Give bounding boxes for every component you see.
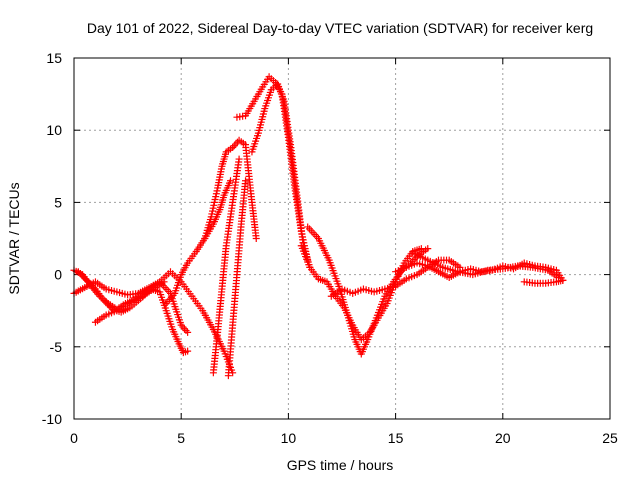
- data-point: [424, 245, 432, 253]
- series-sat-b: [70, 278, 192, 336]
- y-tick-label: -10: [42, 411, 62, 427]
- data-point: [242, 177, 250, 185]
- x-tick-label: 15: [388, 430, 404, 446]
- data-point: [105, 302, 113, 310]
- data-point: [86, 280, 94, 288]
- series-sat-o: [409, 249, 563, 281]
- series-sat-p: [520, 276, 567, 287]
- data-point: [78, 271, 86, 279]
- data-point: [90, 283, 98, 291]
- axis-ticks: 0 5 10 15 20 25 -10 -5 0 5 10 15: [42, 50, 618, 446]
- x-tick-label: 20: [495, 430, 511, 446]
- x-tick-label: 10: [281, 430, 297, 446]
- data-point: [184, 347, 192, 355]
- data-points: [70, 73, 567, 380]
- data-point: [230, 142, 238, 150]
- series-sat-g: [209, 155, 243, 377]
- data-point: [227, 177, 235, 185]
- data-point: [235, 155, 243, 163]
- data-point: [79, 273, 87, 281]
- data-point: [252, 235, 260, 242]
- x-tick-label: 25: [602, 430, 618, 446]
- data-point: [88, 282, 96, 290]
- x-tick-label: 5: [177, 430, 185, 446]
- data-point: [103, 300, 111, 308]
- plot-frame: [73, 57, 611, 420]
- data-point: [100, 297, 108, 305]
- y-tick-label: 15: [46, 50, 62, 66]
- data-point: [81, 275, 89, 283]
- data-point: [184, 328, 192, 336]
- y-tick-label: 0: [54, 267, 62, 283]
- data-point: [102, 298, 110, 306]
- data-point: [83, 276, 91, 284]
- data-point: [180, 325, 188, 333]
- data-point: [182, 327, 190, 335]
- data-point: [85, 278, 93, 286]
- chart-title: Day 101 of 2022, Sidereal Day-to-day VTE…: [87, 20, 593, 36]
- y-tick-label: 5: [54, 194, 62, 210]
- series-sat-i: [233, 73, 312, 264]
- series-sat-e: [162, 177, 235, 307]
- y-axis-label: SDTVAR / TECUs: [6, 182, 22, 294]
- data-point: [74, 268, 82, 276]
- y-tick-label: -5: [50, 339, 63, 355]
- x-axis-label: GPS time / hours: [287, 457, 394, 473]
- series-sat-m: [327, 256, 464, 300]
- data-point: [107, 304, 115, 312]
- y-tick-label: 10: [46, 122, 62, 138]
- data-point: [559, 276, 567, 284]
- series-sat-f: [201, 136, 260, 242]
- data-point: [76, 269, 84, 277]
- grid: [74, 58, 610, 419]
- x-tick-label: 0: [70, 430, 78, 446]
- series-sat-h: [224, 177, 250, 380]
